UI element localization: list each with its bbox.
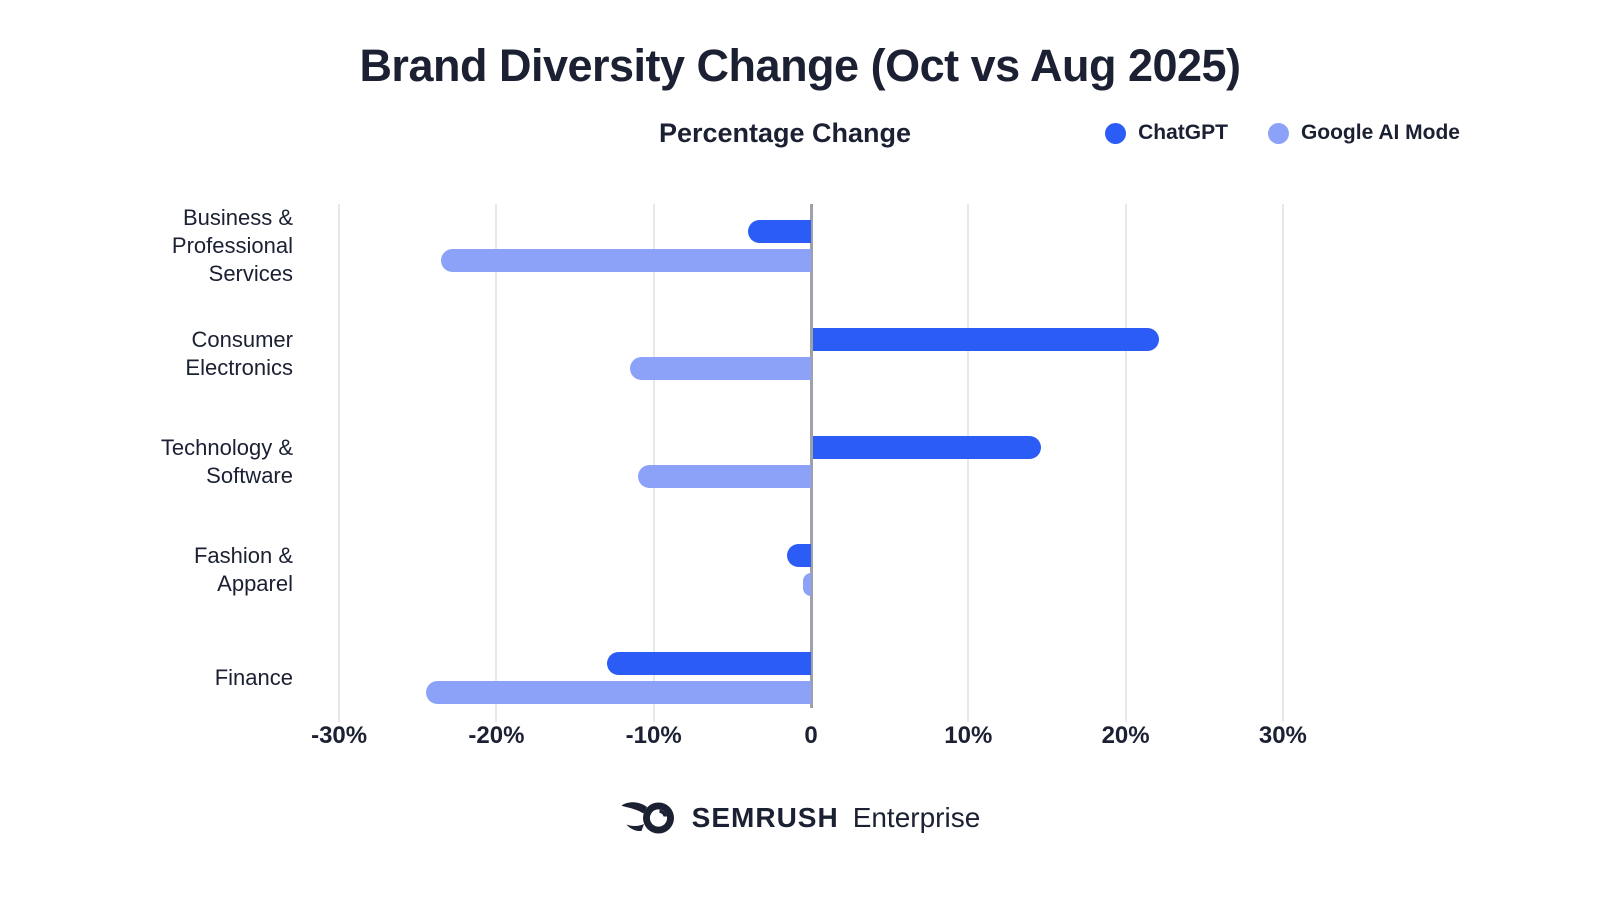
semrush-logo-icon (621, 802, 674, 834)
x-tick-label-10: 10% (944, 722, 993, 749)
google-ai-mode-legend-dot-icon (1267, 122, 1289, 144)
x-tick-label-0: 0 (804, 722, 818, 749)
brand-suffix: Enterprise (852, 802, 981, 833)
bar-chatgpt-technology-software (812, 436, 1041, 459)
bar-chatgpt-consumer-electronics (812, 328, 1159, 351)
x-tick-label-20: 20% (1101, 722, 1150, 749)
chart-subtitle: Percentage Change (658, 118, 912, 148)
zero-axis-line (809, 204, 813, 708)
brand-name: SEMRUSH (691, 802, 839, 833)
bar-google-ai-mode-consumer-electronics (630, 357, 811, 380)
x-tick-label-30: -30% (311, 722, 368, 749)
legend-label-chatgpt: ChatGPT (1138, 121, 1228, 144)
chart-legend: ChatGPT Google AI Mode (1105, 121, 1460, 145)
bar-google-ai-mode-fashion-apparel (803, 573, 811, 596)
legend-item-chatgpt: ChatGPT (1105, 121, 1228, 145)
bar-chatgpt-business-professional-services (748, 220, 811, 243)
x-tick-label-30: 30% (1258, 722, 1307, 749)
category-label-finance: Finance (214, 665, 293, 690)
category-label-technology-software: Technology & Software (160, 435, 293, 488)
gridline-10 (967, 204, 970, 722)
bar-chatgpt-fashion-apparel (787, 544, 811, 567)
bar-google-ai-mode-finance (425, 681, 811, 704)
chatgpt-legend-dot-icon (1105, 122, 1127, 144)
gridline-20 (1124, 204, 1127, 722)
legend-item-google-ai-mode: Google AI Mode (1267, 121, 1460, 145)
legend-label-google-ai-mode: Google AI Mode (1300, 121, 1460, 144)
bar-google-ai-mode-technology-software (637, 465, 811, 488)
category-label-business-professional-services: Business & Professional Services (171, 205, 293, 286)
gridline-30 (338, 204, 341, 722)
category-label-fashion-apparel: Fashion & Apparel (193, 543, 293, 596)
category-label-consumer-electronics: Consumer Electronics (185, 327, 293, 380)
bar-chatgpt-finance (606, 652, 811, 675)
x-tick-label-20: -20% (468, 722, 525, 749)
page-title: Brand Diversity Change (Oct vs Aug 2025) (359, 40, 1241, 91)
x-tick-label-10: -10% (625, 722, 682, 749)
gridline-10 (652, 204, 655, 722)
gridline-20 (495, 204, 498, 722)
gridline-30 (1281, 204, 1284, 722)
bar-google-ai-mode-business-professional-services (441, 249, 811, 272)
brand-footer: SEMRUSH Enterprise (0, 798, 1600, 838)
